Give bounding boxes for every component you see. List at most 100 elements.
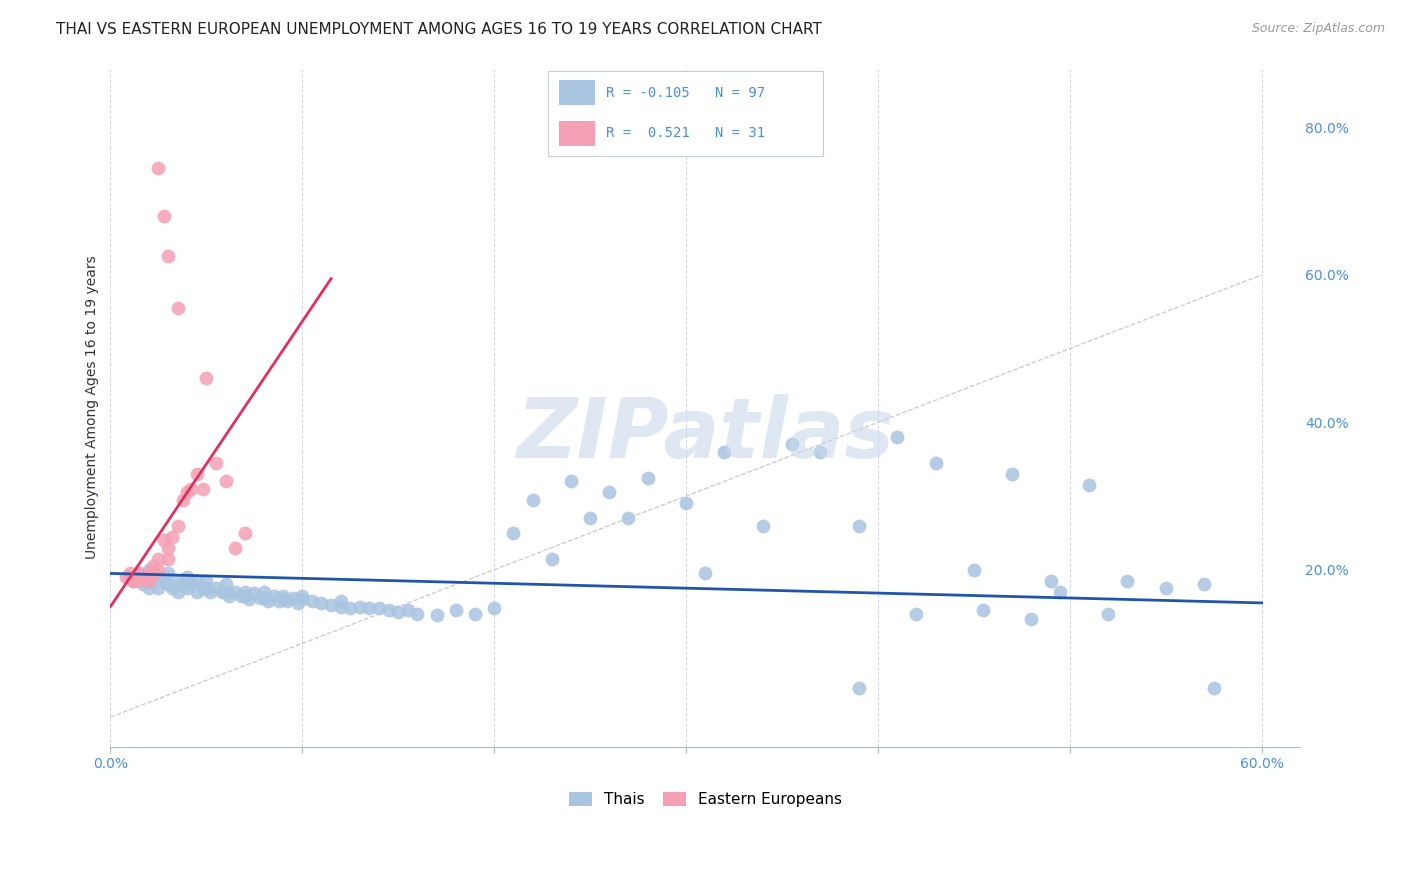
Point — [848, 681, 870, 695]
Point — [311, 596, 333, 610]
Point — [482, 601, 505, 615]
Point — [229, 589, 252, 603]
Point — [271, 592, 294, 607]
Point — [191, 482, 214, 496]
Point — [138, 574, 160, 588]
Point — [301, 593, 323, 607]
Text: THAI VS EASTERN EUROPEAN UNEMPLOYMENT AMONG AGES 16 TO 19 YEARS CORRELATION CHAR: THAI VS EASTERN EUROPEAN UNEMPLOYMENT AM… — [56, 22, 823, 37]
Point — [502, 525, 524, 540]
Point — [114, 570, 136, 584]
Point — [1154, 581, 1177, 595]
Bar — [560, 120, 595, 146]
Point — [153, 574, 176, 588]
Point — [752, 518, 775, 533]
Point — [249, 591, 271, 605]
Point — [349, 599, 371, 614]
Point — [253, 591, 276, 605]
Point — [205, 456, 228, 470]
Point — [122, 574, 145, 588]
Point — [1049, 585, 1071, 599]
Point — [176, 581, 198, 595]
Point — [138, 581, 160, 595]
Point — [339, 601, 361, 615]
Point — [195, 574, 218, 588]
Point — [160, 530, 183, 544]
Point — [233, 589, 256, 603]
Point — [269, 593, 291, 607]
Legend: Thais, Eastern Europeans: Thais, Eastern Europeans — [562, 787, 848, 814]
Point — [118, 570, 141, 584]
Point — [198, 585, 221, 599]
Point — [153, 209, 176, 223]
Point — [186, 585, 208, 599]
Point — [243, 586, 266, 600]
Point — [1202, 681, 1225, 695]
Point — [695, 566, 717, 581]
Point — [214, 475, 236, 489]
Point — [148, 581, 170, 595]
Y-axis label: Unemployment Among Ages 16 to 19 years: Unemployment Among Ages 16 to 19 years — [86, 256, 100, 559]
Point — [598, 485, 620, 500]
Point — [166, 585, 188, 599]
Point — [180, 577, 202, 591]
Point — [233, 525, 256, 540]
Point — [166, 518, 188, 533]
Point — [675, 496, 697, 510]
Point — [148, 551, 170, 566]
Point — [180, 482, 202, 496]
Point — [160, 581, 183, 595]
Point — [1097, 607, 1119, 621]
Point — [233, 585, 256, 599]
Text: Source: ZipAtlas.com: Source: ZipAtlas.com — [1251, 22, 1385, 36]
Point — [166, 574, 188, 588]
Point — [214, 577, 236, 591]
Point — [1021, 612, 1043, 626]
Point — [214, 585, 236, 599]
Point — [118, 566, 141, 581]
Point — [396, 603, 419, 617]
Point — [1116, 574, 1139, 588]
Point — [780, 437, 803, 451]
Point — [128, 566, 150, 581]
Point — [156, 541, 179, 555]
Point — [191, 581, 214, 595]
Text: R =  0.521   N = 31: R = 0.521 N = 31 — [606, 127, 765, 140]
Point — [256, 593, 278, 607]
Point — [224, 541, 246, 555]
Point — [329, 593, 352, 607]
Point — [172, 492, 194, 507]
Point — [186, 467, 208, 481]
Point — [319, 598, 342, 612]
Point — [287, 596, 309, 610]
Point — [637, 470, 659, 484]
Point — [128, 574, 150, 588]
Point — [176, 570, 198, 584]
Point — [186, 574, 208, 588]
Point — [291, 592, 314, 607]
Point — [148, 161, 170, 175]
Point — [205, 581, 228, 595]
Point — [142, 559, 165, 574]
Point — [579, 511, 602, 525]
Point — [271, 589, 294, 603]
Point — [368, 601, 391, 615]
Point — [142, 574, 165, 588]
Bar — [560, 79, 595, 105]
Point — [291, 589, 314, 603]
Point — [276, 593, 298, 607]
Point — [406, 607, 429, 621]
Point — [166, 301, 188, 315]
Point — [211, 585, 233, 599]
Point — [138, 563, 160, 577]
Point — [218, 589, 240, 603]
Point — [253, 585, 276, 599]
Point — [808, 445, 831, 459]
Point — [132, 577, 155, 591]
Point — [176, 485, 198, 500]
Point — [195, 371, 218, 385]
Point — [156, 566, 179, 581]
Point — [1039, 574, 1062, 588]
Point — [560, 475, 582, 489]
Point — [195, 581, 218, 595]
Point — [522, 492, 544, 507]
